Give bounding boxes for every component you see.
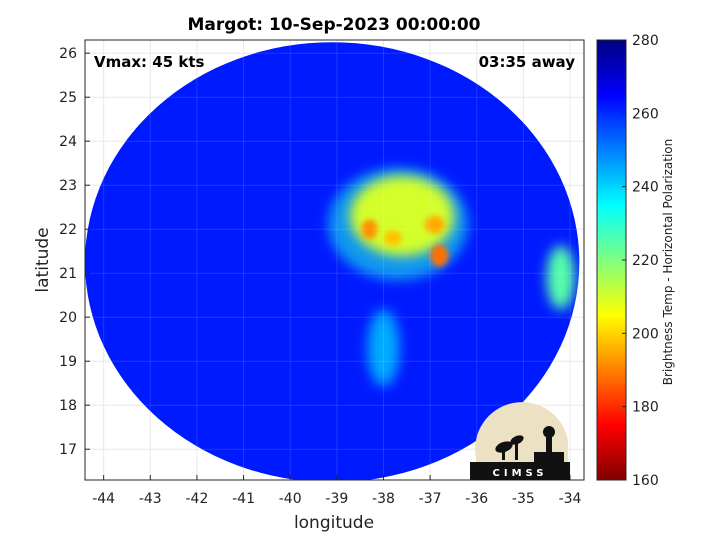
y-tick-label: 25 (59, 90, 77, 106)
y-tick-label: 20 (59, 310, 77, 326)
y-tick-label: 17 (59, 442, 77, 458)
colorbar-tick-label: 180 (632, 400, 659, 416)
colorbar-tick-label: 200 (632, 326, 659, 342)
colorbar (596, 39, 627, 481)
grid-overlay (85, 40, 584, 480)
feature-core-1 (361, 219, 378, 240)
x-tick-label: -42 (185, 491, 208, 507)
y-tick-label: 26 (59, 46, 77, 62)
swath-layer (85, 42, 580, 480)
x-tick-label: -38 (372, 491, 395, 507)
x-tick-label: -34 (559, 491, 582, 507)
x-axis: -44 -43 -42 -41 -40 -39 -38 -37 -36 -35 -34 (92, 475, 582, 507)
colorbar-tick-label: 220 (632, 253, 659, 269)
logo-banner (470, 462, 570, 480)
axes-frame (84, 39, 585, 481)
feature-core-3 (430, 244, 449, 267)
logo-text: CIMSS (493, 468, 548, 479)
cimss-logo: CIMSS (470, 402, 570, 480)
colorbar-tick-label: 240 (632, 180, 659, 196)
colorbar-label: Brightness Temp - Horizontal Polarizatio… (661, 139, 675, 386)
feature-east-band (546, 245, 575, 310)
y-axis: 17 18 19 20 21 22 23 24 25 26 (59, 46, 90, 458)
y-tick-label: 18 (59, 398, 77, 414)
x-tick-label: -37 (419, 491, 442, 507)
colorbar-tick-label: 260 (632, 106, 659, 122)
feature-core-4 (424, 215, 445, 234)
colorbar-tick-label: 280 (632, 33, 659, 49)
y-tick-label: 23 (59, 178, 77, 194)
colorbar-ticks: 160 180 200 220 240 260 280 (622, 33, 659, 489)
feature-cold-cloud-mass (350, 176, 455, 256)
x-tick-label: -35 (512, 491, 535, 507)
y-tick-label: 19 (59, 354, 77, 370)
y-axis-label: latitude (33, 227, 53, 292)
feature-tail-band (367, 310, 400, 386)
time-away-annotation: 03:35 away (479, 53, 576, 71)
feature-core-2 (383, 230, 402, 246)
chart-title: Margot: 10-Sep-2023 00:00:00 (188, 15, 481, 35)
x-tick-label: -41 (232, 491, 255, 507)
x-tick-label: -36 (465, 491, 488, 507)
y-tick-label: 22 (59, 222, 77, 238)
y-tick-label: 24 (59, 134, 77, 150)
x-tick-label: -44 (92, 491, 115, 507)
x-tick-label: -39 (325, 491, 348, 507)
x-tick-label: -40 (279, 491, 302, 507)
colorbar-tick-label: 160 (632, 473, 659, 489)
vmax-annotation: Vmax: 45 kts (94, 53, 204, 71)
x-axis-label: longitude (294, 513, 374, 533)
x-tick-label: -43 (139, 491, 162, 507)
y-tick-label: 21 (59, 266, 77, 282)
feature-background (85, 42, 580, 480)
